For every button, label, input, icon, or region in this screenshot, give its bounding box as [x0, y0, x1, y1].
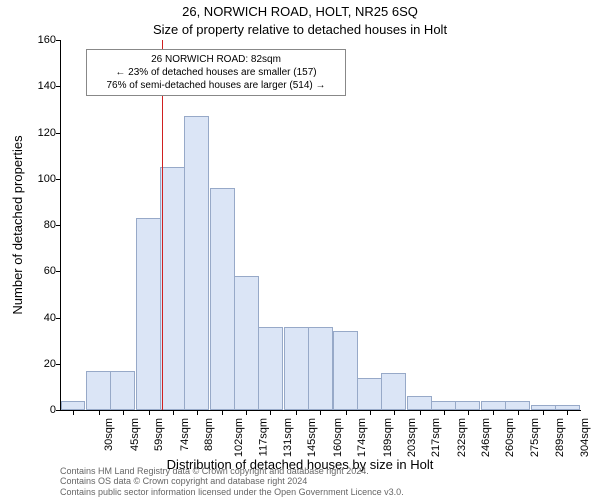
- footer-line2: Contains OS data © Crown copyright and d…: [60, 476, 580, 487]
- xtick-label: 59sqm: [153, 418, 165, 451]
- xtick-label: 160sqm: [332, 418, 344, 457]
- xtick-mark: [73, 410, 74, 415]
- histogram-bar: [481, 401, 506, 410]
- histogram-bar: [455, 401, 480, 410]
- plot-area: 02040608010012014016030sqm45sqm59sqm74sq…: [60, 40, 581, 411]
- xtick-label: 145sqm: [307, 418, 319, 457]
- ytick-label: 140: [23, 80, 56, 92]
- xtick-label: 203sqm: [406, 418, 418, 457]
- histogram-bar: [431, 401, 456, 410]
- xtick-label: 88sqm: [203, 418, 215, 451]
- xtick-label: 45sqm: [129, 418, 141, 451]
- footer-line3: Contains public sector information licen…: [60, 487, 580, 498]
- ytick-mark: [56, 133, 61, 134]
- annotation-line1: 26 NORWICH ROAD: 82sqm: [93, 53, 339, 66]
- xtick-mark: [246, 410, 247, 415]
- histogram-bar: [160, 167, 185, 410]
- ytick-label: 40: [23, 312, 56, 324]
- annotation-box: 26 NORWICH ROAD: 82sqm ← 23% of detached…: [86, 49, 346, 96]
- footer-attribution: Contains HM Land Registry data © Crown c…: [60, 466, 580, 498]
- ytick-mark: [56, 364, 61, 365]
- xtick-label: 232sqm: [456, 418, 468, 457]
- footer-line1: Contains HM Land Registry data © Crown c…: [60, 466, 580, 477]
- histogram-bar: [110, 371, 135, 410]
- xtick-label: 246sqm: [480, 418, 492, 457]
- ytick-mark: [56, 86, 61, 87]
- xtick-label: 304sqm: [579, 418, 591, 457]
- xtick-label: 289sqm: [554, 418, 566, 457]
- xtick-mark: [99, 410, 100, 415]
- xtick-label: 131sqm: [282, 418, 294, 457]
- ytick-label: 100: [23, 173, 56, 185]
- histogram-bar: [308, 327, 333, 410]
- xtick-mark: [518, 410, 519, 415]
- ytick-label: 20: [23, 358, 56, 370]
- ytick-mark: [56, 179, 61, 180]
- xtick-mark: [444, 410, 445, 415]
- xtick-label: 117sqm: [258, 418, 270, 456]
- xtick-mark: [567, 410, 568, 415]
- xtick-mark: [320, 410, 321, 415]
- ytick-mark: [56, 271, 61, 272]
- xtick-label: 74sqm: [179, 418, 191, 451]
- histogram-bar: [184, 116, 209, 410]
- ytick-mark: [56, 225, 61, 226]
- xtick-mark: [222, 410, 223, 415]
- histogram-bar: [284, 327, 309, 410]
- xtick-mark: [370, 410, 371, 415]
- ytick-mark: [56, 410, 61, 411]
- xtick-mark: [149, 410, 150, 415]
- histogram-bar: [210, 188, 235, 410]
- histogram-bar: [381, 373, 406, 410]
- ytick-label: 60: [23, 265, 56, 277]
- xtick-mark: [420, 410, 421, 415]
- histogram-bar: [505, 401, 530, 410]
- xtick-mark: [123, 410, 124, 415]
- xtick-mark: [468, 410, 469, 415]
- histogram-bar: [258, 327, 283, 410]
- chart-container: 26, NORWICH ROAD, HOLT, NR25 6SQ Size of…: [0, 0, 600, 500]
- ytick-label: 0: [23, 404, 56, 416]
- ytick-label: 160: [23, 34, 56, 46]
- ytick-mark: [56, 40, 61, 41]
- ytick-label: 80: [23, 219, 56, 231]
- annotation-line2: ← 23% of detached houses are smaller (15…: [93, 66, 339, 79]
- xtick-mark: [346, 410, 347, 415]
- histogram-bar: [61, 401, 86, 410]
- xtick-label: 260sqm: [504, 418, 516, 457]
- xtick-label: 102sqm: [233, 418, 245, 457]
- xtick-mark: [296, 410, 297, 415]
- ytick-mark: [56, 318, 61, 319]
- xtick-label: 174sqm: [356, 418, 368, 457]
- xtick-label: 217sqm: [430, 418, 442, 457]
- xtick-label: 189sqm: [382, 418, 394, 457]
- histogram-bar: [136, 218, 161, 410]
- xtick-mark: [173, 410, 174, 415]
- histogram-bar: [234, 276, 259, 410]
- histogram-bar: [86, 371, 111, 410]
- annotation-line3: 76% of semi-detached houses are larger (…: [93, 79, 339, 92]
- xtick-label: 30sqm: [103, 418, 115, 451]
- xtick-label: 275sqm: [530, 418, 542, 457]
- xtick-mark: [493, 410, 494, 415]
- histogram-bar: [407, 396, 432, 410]
- xtick-mark: [543, 410, 544, 415]
- xtick-mark: [394, 410, 395, 415]
- xtick-mark: [197, 410, 198, 415]
- xtick-mark: [270, 410, 271, 415]
- ytick-label: 120: [23, 127, 56, 139]
- histogram-bar: [357, 378, 382, 410]
- chart-title-line1: 26, NORWICH ROAD, HOLT, NR25 6SQ: [0, 4, 600, 19]
- chart-title-line2: Size of property relative to detached ho…: [0, 22, 600, 37]
- histogram-bar: [333, 331, 358, 410]
